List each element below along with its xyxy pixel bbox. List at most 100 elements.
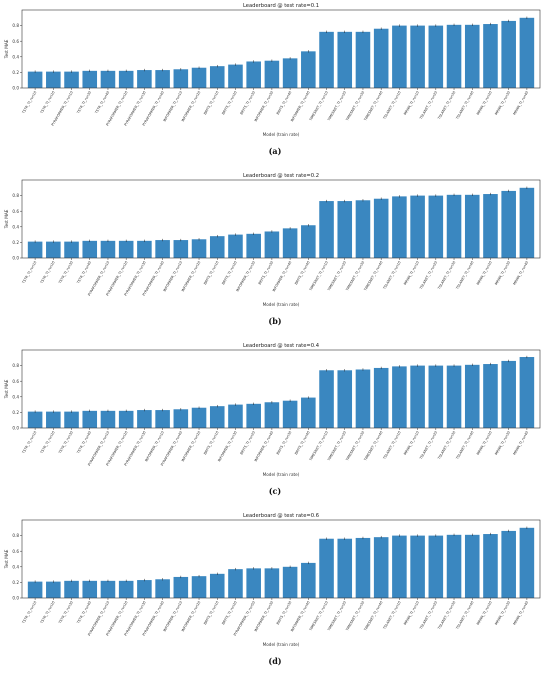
x-tick-label: TIMESNET_TI_run20	[326, 431, 347, 463]
bar	[282, 400, 298, 428]
x-tick-label: TSTR_TI_run40	[76, 261, 93, 286]
x-tick-label: INFORMER_TI_run10	[163, 261, 184, 293]
bar	[464, 194, 480, 258]
bar	[483, 194, 498, 258]
bar	[301, 397, 316, 428]
bar	[410, 195, 425, 258]
bar	[46, 71, 61, 88]
bar	[118, 410, 134, 428]
x-tick-label: INFORMER_TI_run30	[254, 91, 275, 123]
y-tick-label: 0.2	[12, 410, 19, 415]
bar	[464, 364, 480, 428]
bar	[64, 580, 79, 598]
x-tick-label: TSTR_TI_run20	[39, 431, 56, 456]
x-tick-label: TSTR_TI_run10	[21, 601, 38, 626]
x-tick-label: TIMESNET_TI_run20	[326, 261, 347, 293]
bar	[191, 239, 207, 258]
bar	[137, 410, 152, 428]
x-tick-label: BRITS_TI_run20	[221, 601, 238, 626]
plot-frame	[21, 349, 541, 429]
bar	[410, 25, 425, 89]
x-tick-label: PYRAFORMER_TI_run50	[233, 601, 256, 637]
x-tick-label: TIMESNET_TI_run10	[308, 261, 329, 293]
x-tick-label: TIMESNET_TI_run20	[326, 601, 347, 633]
x-tick-label: BRITS_TI_run40	[294, 261, 311, 286]
x-tick-label: TIMESNET_TI_run40	[363, 261, 384, 293]
x-axis-label: Model (train rate)	[263, 472, 300, 477]
x-tick-label: BRITS_TI_run30	[239, 91, 256, 116]
y-tick-label: 0.0	[12, 596, 19, 601]
y-axis-label: Test MAE	[4, 549, 9, 569]
x-tick-label: INFORMER_TI_run40	[290, 91, 311, 123]
chart-title: Leaderboard @ test rate=0.1	[243, 3, 319, 9]
x-tick-label: MRNN_TI_run30	[494, 261, 511, 286]
x-tick-label: TSLANET_TI_run10	[382, 91, 402, 121]
bar	[173, 240, 189, 258]
bar	[27, 411, 43, 428]
bar	[155, 579, 170, 598]
bar	[46, 241, 61, 258]
x-tick-label: MRNN_TI_run40	[512, 261, 529, 286]
x-tick-label: BRITS_TI_run30	[258, 261, 275, 286]
bar	[355, 200, 371, 258]
x-tick-label: BRITS_TI_run10	[203, 91, 220, 116]
x-tick-label: BRITS_TI_run10	[203, 601, 220, 626]
x-tick-label: MRNN_TI_run10	[403, 601, 420, 626]
chart-panel: Leaderboard @ test rate=0.6 0.0 0.2 0.4 0.6 0…	[0, 510, 550, 678]
x-tick-label: TIMESNET_TI_run40	[363, 601, 384, 633]
x-tick-label: BRITS_TI_run40	[294, 431, 311, 456]
x-tick-label: TSTR_TI_run30	[57, 431, 74, 456]
x-tick-label: INFORMER_TI_run20	[181, 261, 202, 293]
bar	[519, 187, 535, 258]
bar	[392, 196, 407, 258]
chart-title: Leaderboard @ test rate=0.4	[243, 343, 320, 349]
x-tick-label: INFORMER_TI_run20	[181, 91, 202, 123]
bar	[191, 407, 207, 428]
chart-panel: Leaderboard @ test rate=0.4 0.0 0.2 0.4 0.6 0…	[0, 340, 550, 508]
x-tick-label: TSTR_TI_run30	[76, 91, 93, 116]
bar	[246, 61, 261, 88]
bar	[191, 576, 207, 598]
x-tick-label: INFORMER_TI_run40	[254, 431, 275, 463]
x-tick-label: PYRAFORMER_TI_run40	[142, 261, 165, 297]
bar	[100, 70, 116, 88]
chart-panel: Leaderboard @ test rate=0.2 0.0 0.2 0.4 0.6 0…	[0, 170, 550, 338]
x-tick-label: TSTR_TI_run40	[76, 601, 93, 626]
bar	[337, 31, 353, 88]
x-tick-label: TSLANET_TI_run40	[455, 431, 475, 461]
x-tick-label: TSLANET_TI_run40	[455, 91, 475, 121]
bar	[155, 240, 170, 258]
bar	[209, 66, 225, 88]
x-tick-label: MRNN_TI_run30	[494, 601, 511, 626]
x-tick-label: TSTR_TI_run20	[39, 261, 56, 286]
x-tick-label: TSTR_TI_run40	[94, 91, 111, 116]
subfigure-caption-label: (d)	[268, 656, 282, 666]
x-tick-label: TIMESNET_TI_run40	[363, 91, 384, 123]
x-tick-label: BRITS_TI_run20	[221, 91, 238, 116]
x-tick-label: INFORMER_TI_run30	[235, 261, 256, 293]
bar	[392, 25, 407, 89]
bar-chart: Leaderboard @ test rate=0.6 0.0 0.2 0.4 0.6 0…	[4, 513, 541, 647]
bar	[155, 70, 170, 88]
x-tick-label: TIMESNET_TI_run30	[345, 431, 366, 463]
bar	[392, 366, 407, 428]
bar	[501, 190, 516, 258]
bar-chart: Leaderboard @ test rate=0.2 0.0 0.2 0.4 0.6 0…	[4, 173, 541, 307]
x-tick-label: PYRAFORMER_TI_run40	[142, 601, 165, 637]
x-tick-label: MRNN_TI_run40	[512, 91, 529, 116]
subfigure-caption-label: (c)	[268, 486, 282, 496]
bar	[228, 404, 243, 428]
x-tick-label: TSTR_TI_run20	[39, 601, 56, 626]
x-tick-label: INFORMER_TI_run30	[217, 431, 238, 463]
bar	[319, 370, 334, 428]
chart-panel: Leaderboard @ test rate=0.1 0.0 0.2 0.4 0.6 0…	[0, 0, 550, 168]
bar	[46, 581, 61, 598]
bar	[355, 31, 371, 88]
bar	[355, 369, 371, 428]
bar	[319, 538, 334, 598]
bar	[100, 410, 116, 428]
y-tick-label: 0.4	[12, 564, 19, 569]
x-axis-label: Model (train rate)	[263, 132, 300, 137]
y-tick-label: 0.8	[12, 23, 19, 28]
x-tick-label: MRNN_TI_run20	[476, 601, 493, 626]
